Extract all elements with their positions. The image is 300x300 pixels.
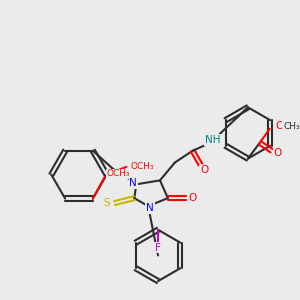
Text: S: S (103, 198, 110, 208)
Text: OCH₃: OCH₃ (130, 162, 154, 171)
Text: F: F (155, 242, 161, 253)
Text: O: O (275, 121, 284, 131)
Text: CH₃: CH₃ (283, 122, 300, 130)
Text: N: N (146, 203, 154, 213)
Text: N: N (130, 178, 137, 188)
Text: NH: NH (205, 135, 220, 145)
Text: O: O (273, 148, 282, 158)
Text: OCH₃: OCH₃ (107, 169, 130, 178)
Text: O: O (188, 193, 197, 203)
Text: O: O (200, 166, 208, 176)
